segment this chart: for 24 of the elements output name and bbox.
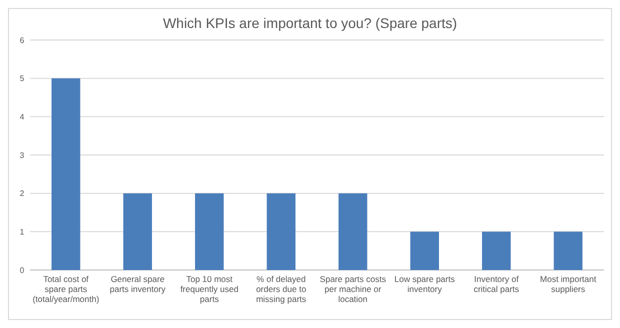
y-tick-label: 2 <box>20 189 25 198</box>
bar <box>195 193 224 270</box>
bar <box>410 232 439 270</box>
bar <box>482 232 511 270</box>
x-tick-label: Most important suppliers <box>540 274 597 294</box>
y-tick-label: 5 <box>20 74 25 84</box>
x-tick-label: % of delayed orders due to missing parts <box>256 274 306 304</box>
x-tick-label: Inventory of critical parts <box>474 274 520 294</box>
x-tick-label: Total cost of spare parts (total/year/month) <box>32 274 100 304</box>
y-tick-label: 0 <box>20 266 25 275</box>
x-tick-label: Top 10 most frequently used parts <box>180 274 239 304</box>
chart-title: Which KPIs are important to you? (Spare parts) <box>162 15 458 31</box>
bar <box>52 78 80 270</box>
x-tick-label: General spare parts inventory <box>110 274 166 294</box>
y-tick-label: 6 <box>20 36 25 45</box>
y-tick-label: 3 <box>20 150 25 160</box>
bar <box>266 193 296 270</box>
y-tick-label: 1 <box>20 227 25 236</box>
x-tick-label: Low spare parts inventory <box>394 274 455 294</box>
bar <box>338 193 368 270</box>
x-tick-label: Spare parts costs per machine or location <box>320 274 386 304</box>
bar <box>123 193 152 270</box>
y-tick-label: 4 <box>20 112 25 122</box>
bar <box>554 232 582 270</box>
